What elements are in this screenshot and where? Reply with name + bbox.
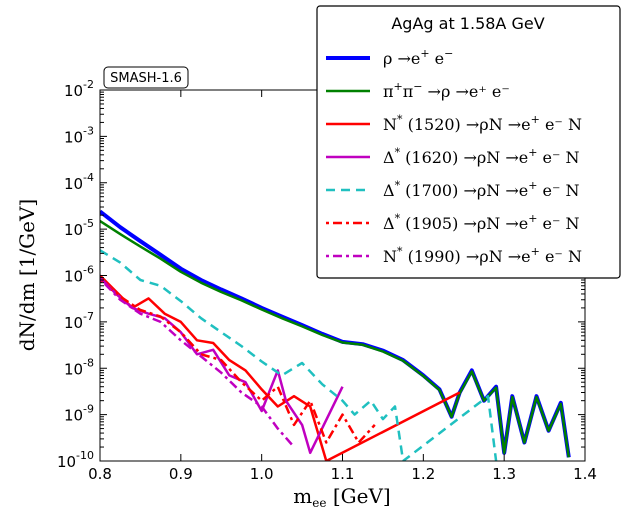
series-line-5 xyxy=(100,279,376,444)
x-tick-label-6: 1.4 xyxy=(573,465,597,483)
tag-box: SMASH-1.6 xyxy=(103,66,189,89)
y-tick-label-2: 10-4 xyxy=(64,171,94,193)
y-tick-label-1: 10-3 xyxy=(64,124,94,146)
y-tick-label-4: 10-6 xyxy=(64,264,94,286)
series-line-6 xyxy=(100,277,295,448)
y-tick-label-7: 10-9 xyxy=(64,403,94,425)
x-tick-label-0: 0.8 xyxy=(88,465,112,483)
y-tick-label-6: 10-8 xyxy=(64,356,94,378)
y-tick-label-5: 10-7 xyxy=(64,310,94,332)
legend: AgAg at 1.58A GeV ρ →e+ e− π+π− →ρ →e⁺ e⁻… xyxy=(316,5,621,279)
x-tick-label-1: 0.9 xyxy=(169,465,193,483)
x-tick-label-3: 1.1 xyxy=(331,465,355,483)
legend-label-0: ρ →e+ e− xyxy=(383,47,453,68)
legend-label-1: π+π− →ρ →e⁺ e⁻ xyxy=(383,80,510,101)
legend-label-4: Δ* (1700) →ρN →e+ e⁻ N xyxy=(383,179,580,200)
series-line-2 xyxy=(100,274,461,461)
x-tick-label-4: 1.2 xyxy=(411,465,435,483)
legend-label-5: Δ* (1905) →ρN →e+ e⁻ N xyxy=(383,212,580,233)
y-axis-title: dN/dm [1/GeV] xyxy=(15,199,39,352)
series-line-4 xyxy=(100,249,498,461)
x-tick-label-2: 1.0 xyxy=(250,465,274,483)
series-line-1 xyxy=(100,219,571,458)
y-tick-label-3: 10-5 xyxy=(64,217,94,239)
x-axis-title: mee [GeV] xyxy=(293,484,390,510)
legend-label-3: Δ* (1620) →ρN →e+ e⁻ N xyxy=(383,146,580,167)
y-axis: 10-2 10-3 10-4 10-5 10-6 10-7 10-8 10-9 10-10 xyxy=(57,78,585,471)
legend-label-2: N* (1520) →ρN →e+ e⁻ N xyxy=(383,113,582,134)
y-tick-label-0: 10-2 xyxy=(64,78,94,100)
x-tick-label-5: 1.3 xyxy=(492,465,516,483)
tag-text: SMASH-1.6 xyxy=(110,71,182,86)
y-tick-label-8: 10-10 xyxy=(57,449,94,471)
series-layer xyxy=(100,209,571,461)
legend-label-6: N* (1990) →ρN →e+ e⁻ N xyxy=(383,245,582,266)
series-line-3 xyxy=(100,276,344,455)
legend-title: AgAg at 1.58A GeV xyxy=(391,14,544,33)
